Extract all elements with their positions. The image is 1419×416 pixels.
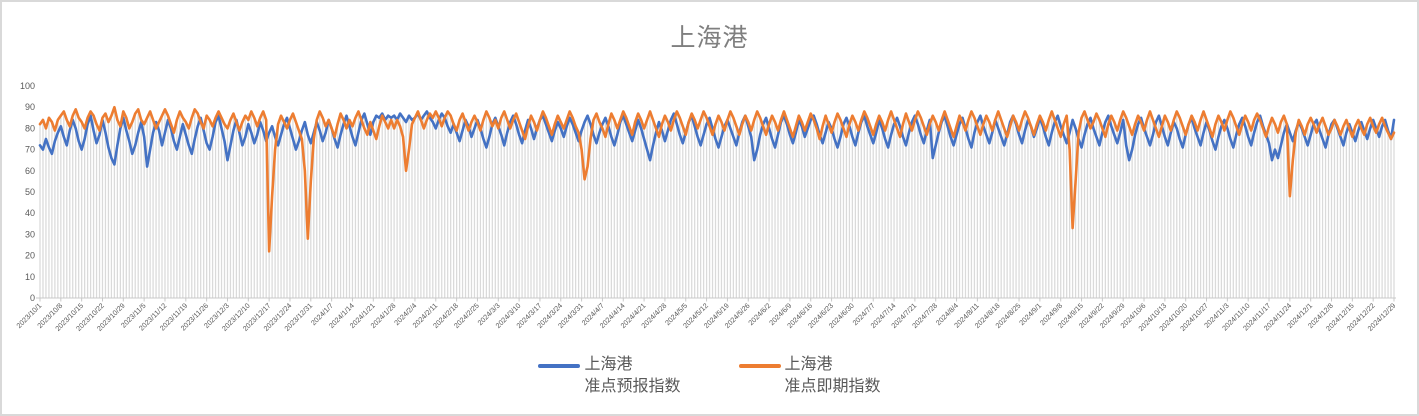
y-axis-tick-label: 50	[25, 187, 35, 197]
series-line-spot-index[interactable]	[38, 105, 1396, 253]
y-axis-tick-label: 90	[25, 102, 35, 112]
legend-label-spot-line2: 准点即期指数	[784, 378, 881, 395]
chart-title[interactable]: 上海港	[670, 24, 749, 52]
legend-label-forecast-line2: 准点预报指数	[584, 378, 681, 395]
y-axis-tick-label: 70	[25, 145, 35, 155]
y-axis-tick-label: 30	[25, 229, 35, 239]
legend-label-spot-line1: 上海港	[784, 356, 833, 373]
legend-label-spot: 上海港 准点即期指数	[785, 354, 881, 398]
legend-label-forecast: 上海港 准点预报指数	[584, 354, 680, 398]
legend-label-forecast-line1: 上海港	[584, 356, 633, 373]
y-axis-tick-label: 100	[20, 81, 35, 91]
y-axis-tick-label: 80	[25, 123, 35, 133]
x-axis[interactable]: 2023/10/12023/10/82023/10/152023/10/2220…	[14, 297, 1397, 333]
legend-line-swatch-spot	[738, 364, 781, 368]
legend-item-forecast-index[interactable]: 上海港 准点预报指数	[538, 354, 681, 398]
drop-lines	[39, 107, 1395, 298]
y-axis[interactable]: 0 10 20 30 40 50 60 70 80 90 100	[20, 81, 35, 303]
y-axis-tick-label: 40	[25, 208, 35, 218]
y-axis-tick-label: 20	[25, 251, 35, 261]
legend-item-spot-index[interactable]: 上海港 准点即期指数	[738, 354, 881, 398]
chart-legend: 上海港 准点预报指数 上海港 准点即期指数	[2, 354, 1417, 398]
y-axis-tick-label: 60	[25, 166, 35, 176]
legend-line-swatch-forecast	[538, 364, 581, 368]
chart-svg[interactable]: 2023/10/12023/10/82023/10/152023/10/2220…	[2, 2, 1419, 348]
y-axis-tick-label: 10	[25, 272, 35, 282]
y-axis-tick-label: 0	[30, 293, 35, 303]
